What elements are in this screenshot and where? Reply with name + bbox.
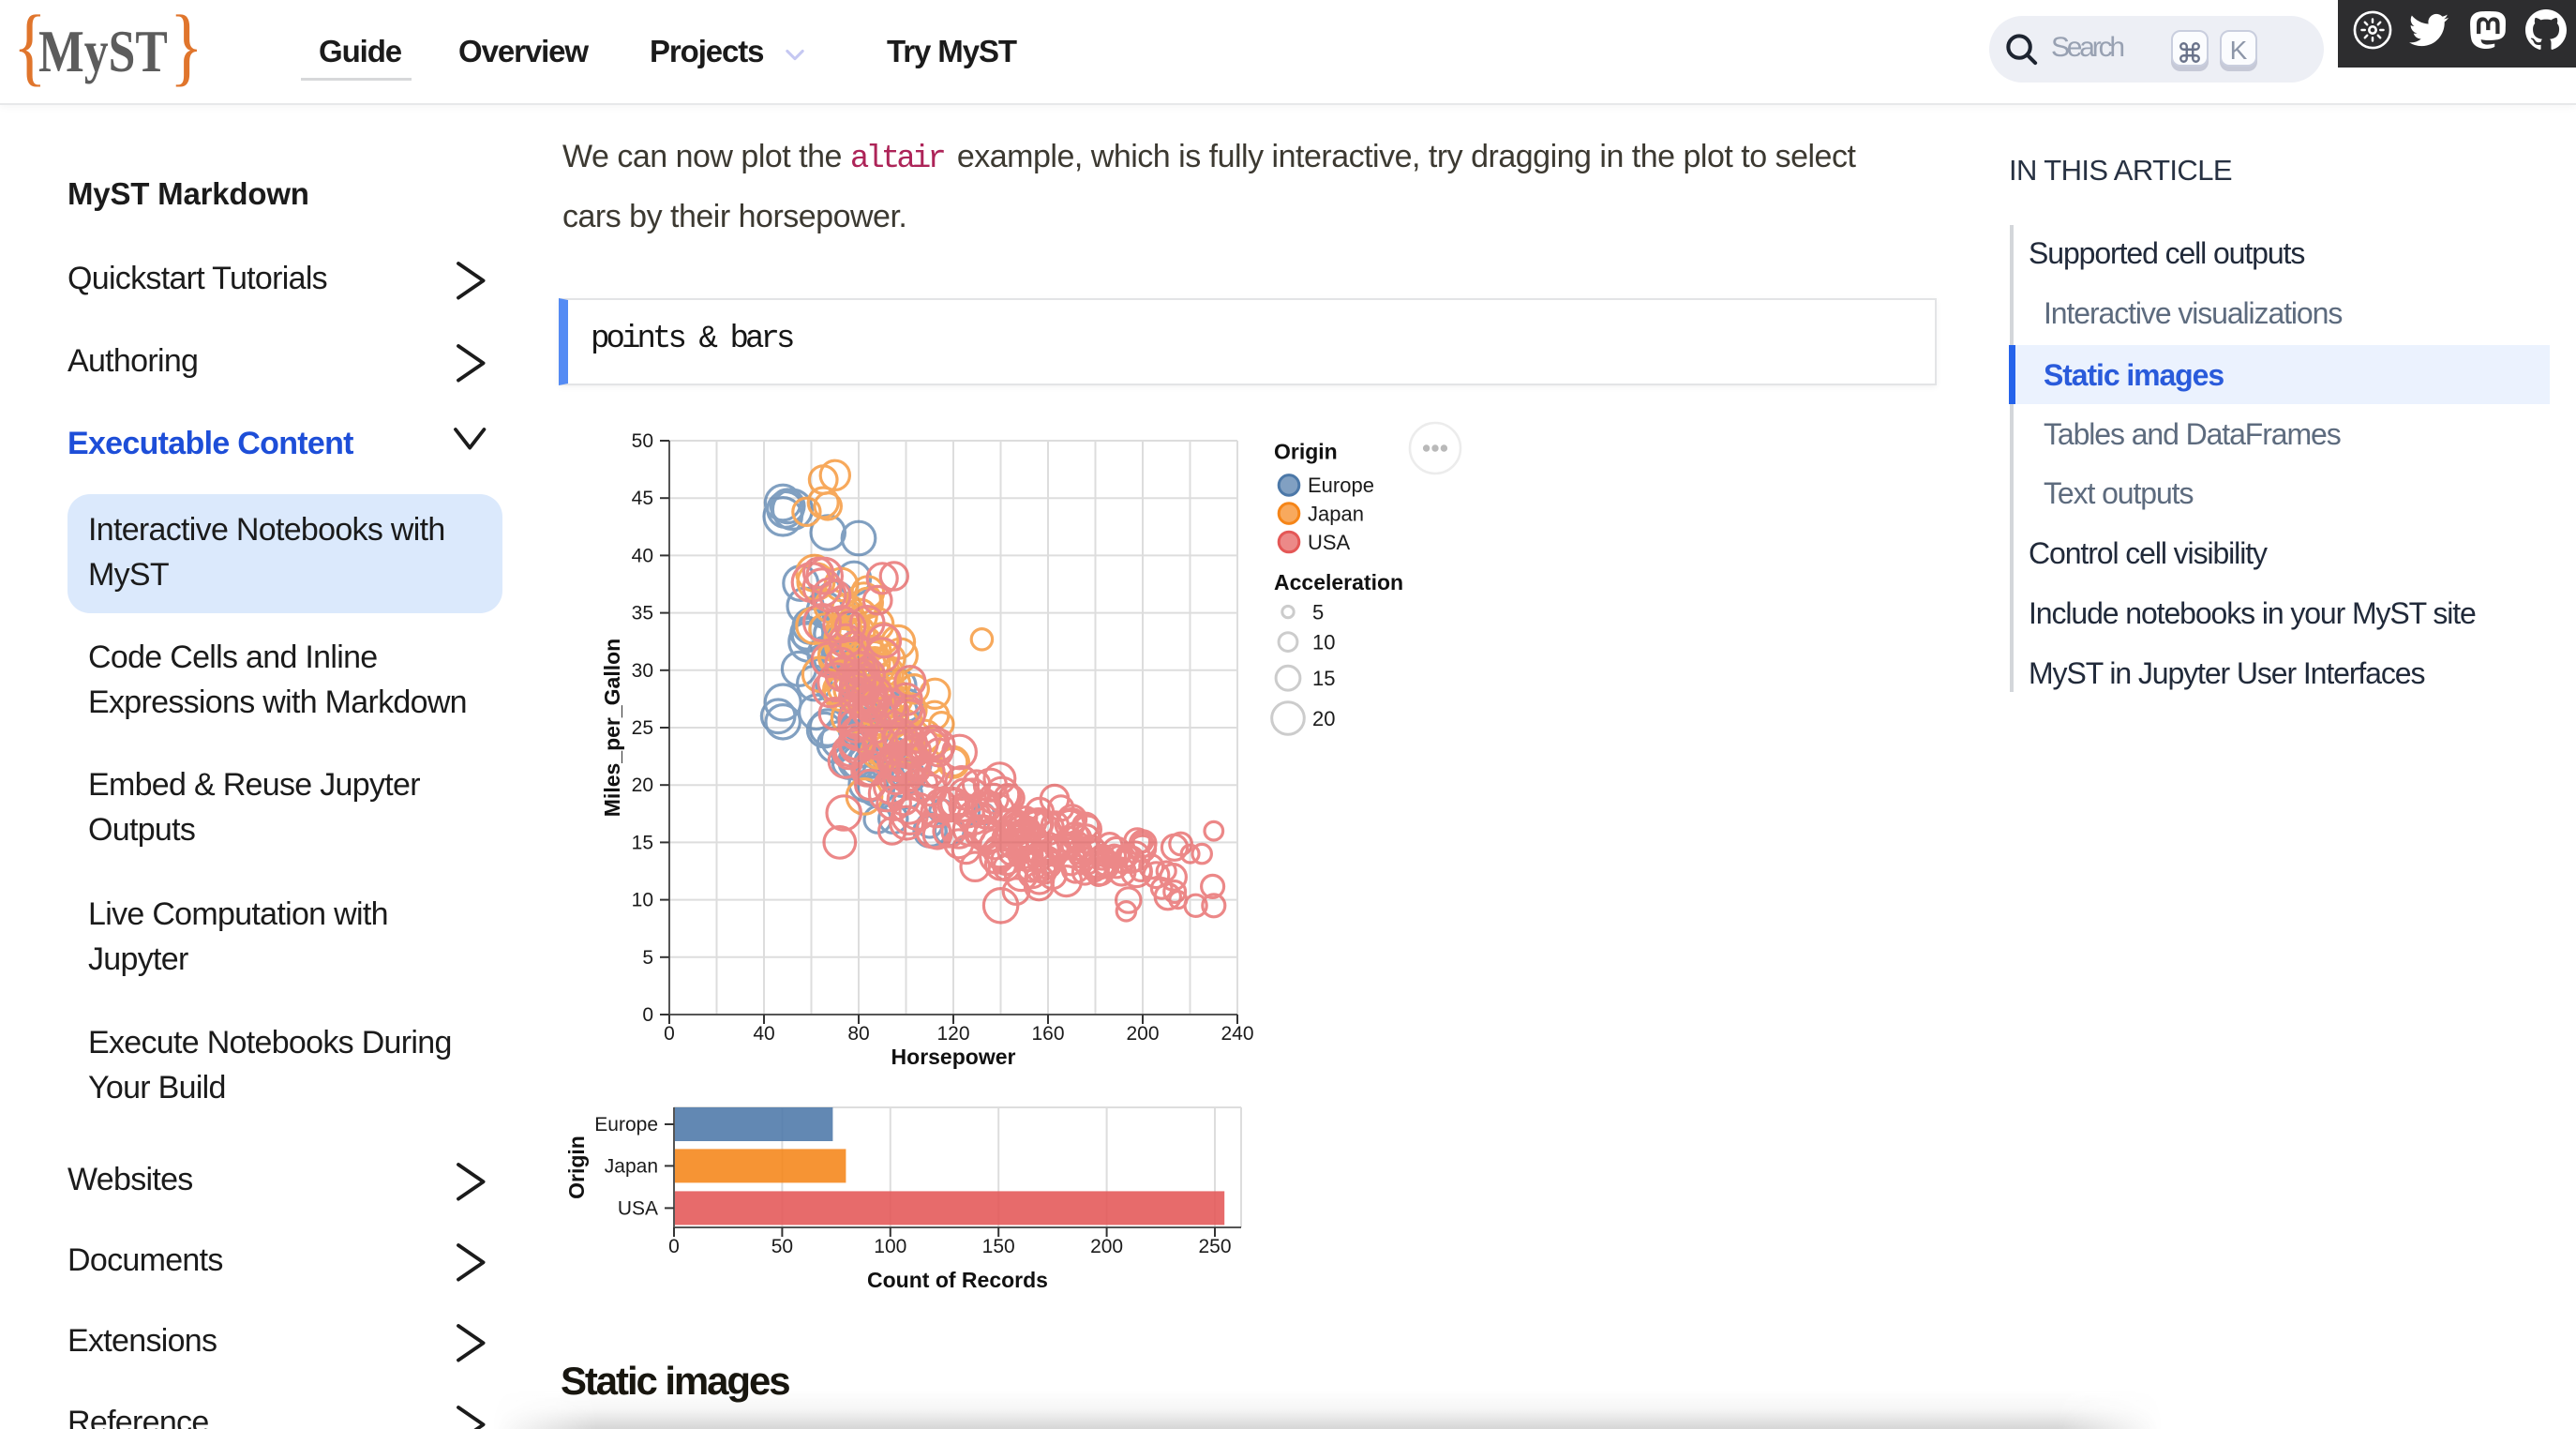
svg-text:10: 10 bbox=[1312, 630, 1335, 654]
svg-text:80: 80 bbox=[847, 1023, 869, 1045]
svg-text:100: 100 bbox=[874, 1236, 906, 1257]
svg-text:25: 25 bbox=[632, 717, 653, 739]
svg-text:20: 20 bbox=[1312, 707, 1335, 730]
svg-text:250: 250 bbox=[1198, 1236, 1231, 1257]
svg-text:Origin: Origin bbox=[1274, 440, 1338, 464]
svg-text:160: 160 bbox=[1031, 1023, 1064, 1045]
svg-text:200: 200 bbox=[1126, 1023, 1159, 1045]
svg-text:240: 240 bbox=[1221, 1023, 1253, 1045]
svg-text:Europe: Europe bbox=[594, 1114, 658, 1136]
svg-text:10: 10 bbox=[632, 890, 653, 911]
svg-text:Japan: Japan bbox=[605, 1155, 658, 1177]
svg-text:0: 0 bbox=[642, 1004, 653, 1026]
svg-text:Japan: Japan bbox=[1308, 502, 1364, 525]
svg-text:Europe: Europe bbox=[1308, 474, 1374, 497]
svg-text:Acceleration: Acceleration bbox=[1274, 570, 1403, 594]
svg-text:0: 0 bbox=[664, 1023, 675, 1045]
svg-text:USA: USA bbox=[1308, 531, 1351, 554]
svg-text:5: 5 bbox=[1312, 600, 1324, 624]
svg-text:50: 50 bbox=[771, 1236, 793, 1257]
svg-text:5: 5 bbox=[642, 947, 653, 969]
svg-text:15: 15 bbox=[1312, 667, 1335, 690]
svg-text:150: 150 bbox=[982, 1236, 1015, 1257]
svg-text:30: 30 bbox=[632, 660, 653, 682]
svg-text:40: 40 bbox=[632, 545, 653, 566]
svg-text:Miles_per_Gallon: Miles_per_Gallon bbox=[600, 639, 624, 817]
svg-text:USA: USA bbox=[618, 1197, 658, 1219]
svg-text:35: 35 bbox=[632, 603, 653, 624]
svg-text:120: 120 bbox=[936, 1023, 969, 1045]
svg-text:Horsepower: Horsepower bbox=[891, 1045, 1016, 1069]
svg-text:45: 45 bbox=[632, 488, 653, 509]
svg-text:40: 40 bbox=[753, 1023, 774, 1045]
svg-text:50: 50 bbox=[632, 430, 653, 452]
svg-text:0: 0 bbox=[668, 1236, 680, 1257]
svg-text:Count of Records: Count of Records bbox=[867, 1268, 1048, 1292]
svg-text:15: 15 bbox=[632, 832, 653, 853]
svg-text:Origin: Origin bbox=[564, 1136, 589, 1199]
svg-text:200: 200 bbox=[1090, 1236, 1123, 1257]
svg-text:20: 20 bbox=[632, 775, 653, 796]
